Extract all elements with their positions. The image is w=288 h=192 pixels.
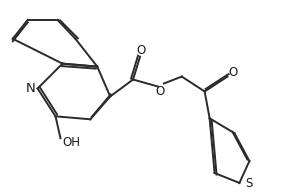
Text: S: S (246, 177, 253, 190)
Text: OH: OH (62, 136, 80, 149)
Text: O: O (155, 85, 164, 98)
Text: N: N (26, 82, 35, 95)
Text: O: O (137, 44, 146, 57)
Text: O: O (229, 66, 238, 79)
